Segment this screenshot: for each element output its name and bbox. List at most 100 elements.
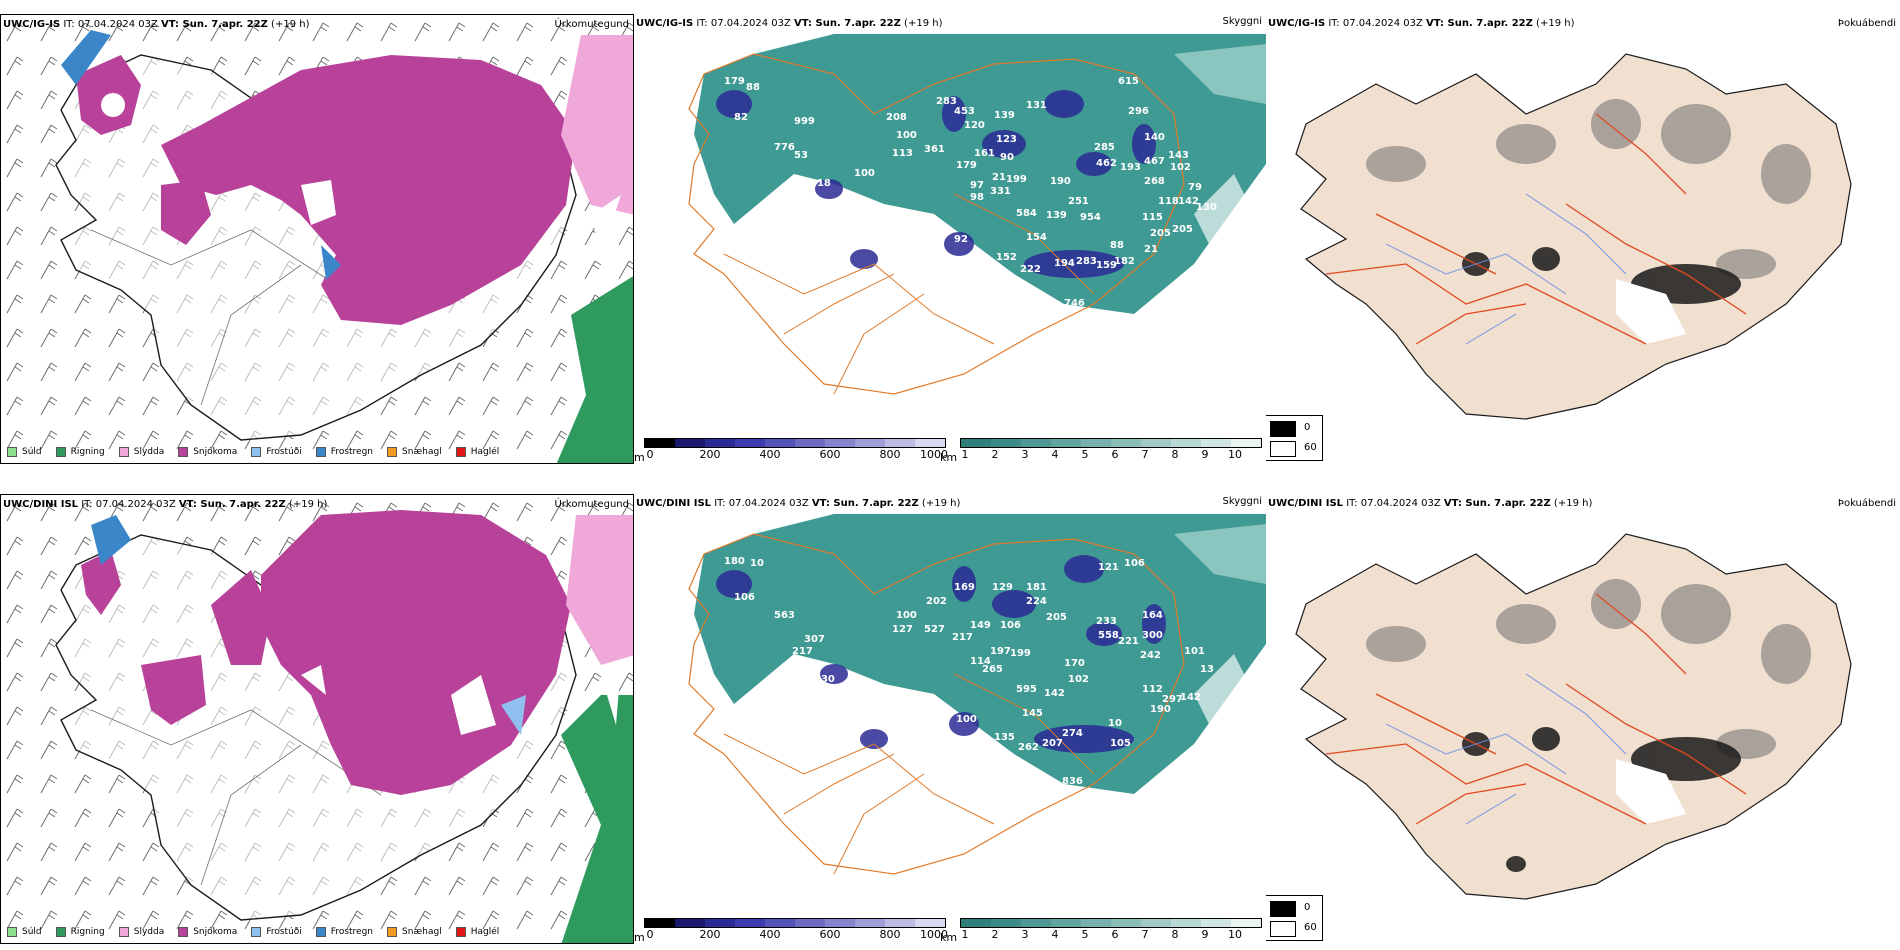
fog-legend-label: 60 xyxy=(1304,442,1317,453)
colorbar-swatch xyxy=(1021,919,1051,927)
vis-label: 100 xyxy=(896,130,917,141)
vis-label: 199 xyxy=(1010,648,1031,659)
visibility-map-dini: UWC/DINI ISL IT: 07.04.2024 03Z VT: Sun.… xyxy=(634,494,1266,944)
legend-swatch xyxy=(387,447,398,457)
panel-title: Þokuábendi xyxy=(1837,18,1896,29)
vis-label: 10 xyxy=(1108,718,1122,729)
colorbar-tick: 200 xyxy=(699,928,721,941)
colorbar-swatch xyxy=(1081,919,1111,927)
visibility-colorbar-m: m 0 200 400 600 800 1000 xyxy=(634,918,954,944)
legend-swatch xyxy=(7,927,17,937)
fog-legend: 0 60 xyxy=(1266,415,1323,461)
vis-label: 453 xyxy=(954,106,975,117)
vis-label: 13 xyxy=(1200,664,1214,675)
vis-label: 88 xyxy=(1110,240,1124,251)
vis-label: 283 xyxy=(936,96,957,107)
vis-label: 194 xyxy=(1054,258,1075,269)
colorbar-swatches xyxy=(644,438,946,448)
vis-label: 82 xyxy=(734,112,748,123)
precip-map-svg xyxy=(1,495,633,943)
vis-label: 746 xyxy=(1064,298,1085,309)
legend-swatch xyxy=(55,447,66,457)
colorbar-swatch xyxy=(991,439,1021,447)
vis-label: 100 xyxy=(956,714,977,725)
colorbar-swatch xyxy=(1171,439,1201,447)
colorbar-swatch xyxy=(991,919,1021,927)
colorbar-swatch xyxy=(675,919,705,927)
vis-label: 558 xyxy=(1098,630,1119,641)
vis-label: 246 xyxy=(770,192,791,203)
colorbar-swatch xyxy=(825,919,855,927)
vis-label: 221 xyxy=(1118,636,1139,647)
legend-item-snow: Snjókoma xyxy=(178,927,237,937)
panel-title: Skyggni xyxy=(1222,496,1262,507)
vis-label: 164 xyxy=(1142,610,1163,621)
vis-label: 145 xyxy=(1022,708,1043,719)
colorbar-swatch xyxy=(705,919,735,927)
panel-header: UWC/IG-IS IT: 07.04.2024 03Z VT: Sun. 7.… xyxy=(636,18,943,29)
vis-label: 217 xyxy=(792,646,813,657)
visibility-colorbar-km: km 1 2 3 4 5 6 7 8 9 10 xyxy=(940,438,1262,464)
precip-type-map-dini: UWC/DINI ISL IT: 07.04.2024 03Z VT: Sun.… xyxy=(0,494,634,944)
visibility-map-svg: 180 10 106 563 307 217 274 130 100 127 5… xyxy=(688,514,1266,875)
vis-label: 143 xyxy=(1168,150,1189,161)
colorbar-swatch xyxy=(885,919,915,927)
colorbar-swatch xyxy=(765,439,795,447)
vis-label: 120 xyxy=(964,120,985,131)
colorbar-tick: 0 xyxy=(646,928,654,941)
vis-label: 242 xyxy=(1140,650,1161,661)
vis-label: 207 xyxy=(1042,738,1063,749)
legend-item-graupel: Snæhagl xyxy=(387,927,442,937)
vis-label: 115 xyxy=(1142,212,1163,223)
colorbar-tick: 400 xyxy=(759,928,781,941)
legend-swatch xyxy=(118,927,129,937)
fog-legend-label: 60 xyxy=(1304,922,1317,933)
vis-label: 79 xyxy=(1188,182,1202,193)
vis-label: 131 xyxy=(1026,100,1047,111)
vis-label: 142 xyxy=(1178,196,1199,207)
vis-label: 101 xyxy=(1184,646,1205,657)
colorbar-tick: 3 xyxy=(1021,928,1029,941)
vis-label: 233 xyxy=(1096,616,1117,627)
colorbar-tick: 0 xyxy=(646,448,654,461)
vis-label: 127 xyxy=(892,624,913,635)
legend-swatch xyxy=(55,927,66,937)
vis-label: 205 xyxy=(1046,612,1067,623)
vis-label: 105 xyxy=(1110,738,1131,749)
colorbar-tick: 6 xyxy=(1111,928,1119,941)
colorbar-unit: m xyxy=(634,931,645,944)
fog-map-svg xyxy=(1295,533,1852,900)
legend-swatch xyxy=(178,927,189,937)
fog-legend-label: 0 xyxy=(1304,422,1311,433)
legend-swatch xyxy=(455,447,466,457)
vis-label: 92 xyxy=(954,234,968,245)
vis-label: 159 xyxy=(1096,260,1117,271)
colorbar-tick: 800 xyxy=(879,448,901,461)
legend-item-drizzle: Súld xyxy=(7,927,42,937)
visibility-colorbar-m: m 0 200 400 600 800 1000 xyxy=(634,438,954,464)
legend-item-freezing-drizzle: Frostúði xyxy=(251,447,302,457)
vis-label: 262 xyxy=(1018,742,1039,753)
vis-label: 170 xyxy=(1064,658,1085,669)
fog-legend-white xyxy=(1270,441,1296,457)
vis-label: 10 xyxy=(750,558,764,569)
fog-legend: 0 60 xyxy=(1266,895,1323,941)
vis-label: 113 xyxy=(892,148,913,159)
legend-swatch xyxy=(178,447,189,457)
precip-legend: Súld Rigning Slydda Snjókoma Frostúði Fr… xyxy=(7,927,499,937)
vis-label: 450 xyxy=(806,238,827,249)
colorbar-swatch xyxy=(915,919,945,927)
legend-item-hail: Haglél xyxy=(455,927,499,937)
colorbar-tick: 10 xyxy=(1228,448,1242,461)
vis-label: 222 xyxy=(1020,264,1041,275)
vis-label: 296 xyxy=(1128,106,1149,117)
vis-label: 161 xyxy=(974,148,995,159)
vis-label: 285 xyxy=(1094,142,1115,153)
panel-header: UWC/DINI ISL IT: 07.04.2024 03Z VT: Sun.… xyxy=(1268,498,1593,509)
vis-label: 81 xyxy=(832,222,846,233)
colorbar-swatches xyxy=(644,918,946,928)
fog-legend-black xyxy=(1270,421,1296,437)
colorbar-swatches xyxy=(960,918,1262,928)
fog-indicator-map-ig-is: UWC/IG-IS IT: 07.04.2024 03Z VT: Sun. 7.… xyxy=(1266,14,1900,464)
legend-item-drizzle: Súld xyxy=(7,447,42,457)
